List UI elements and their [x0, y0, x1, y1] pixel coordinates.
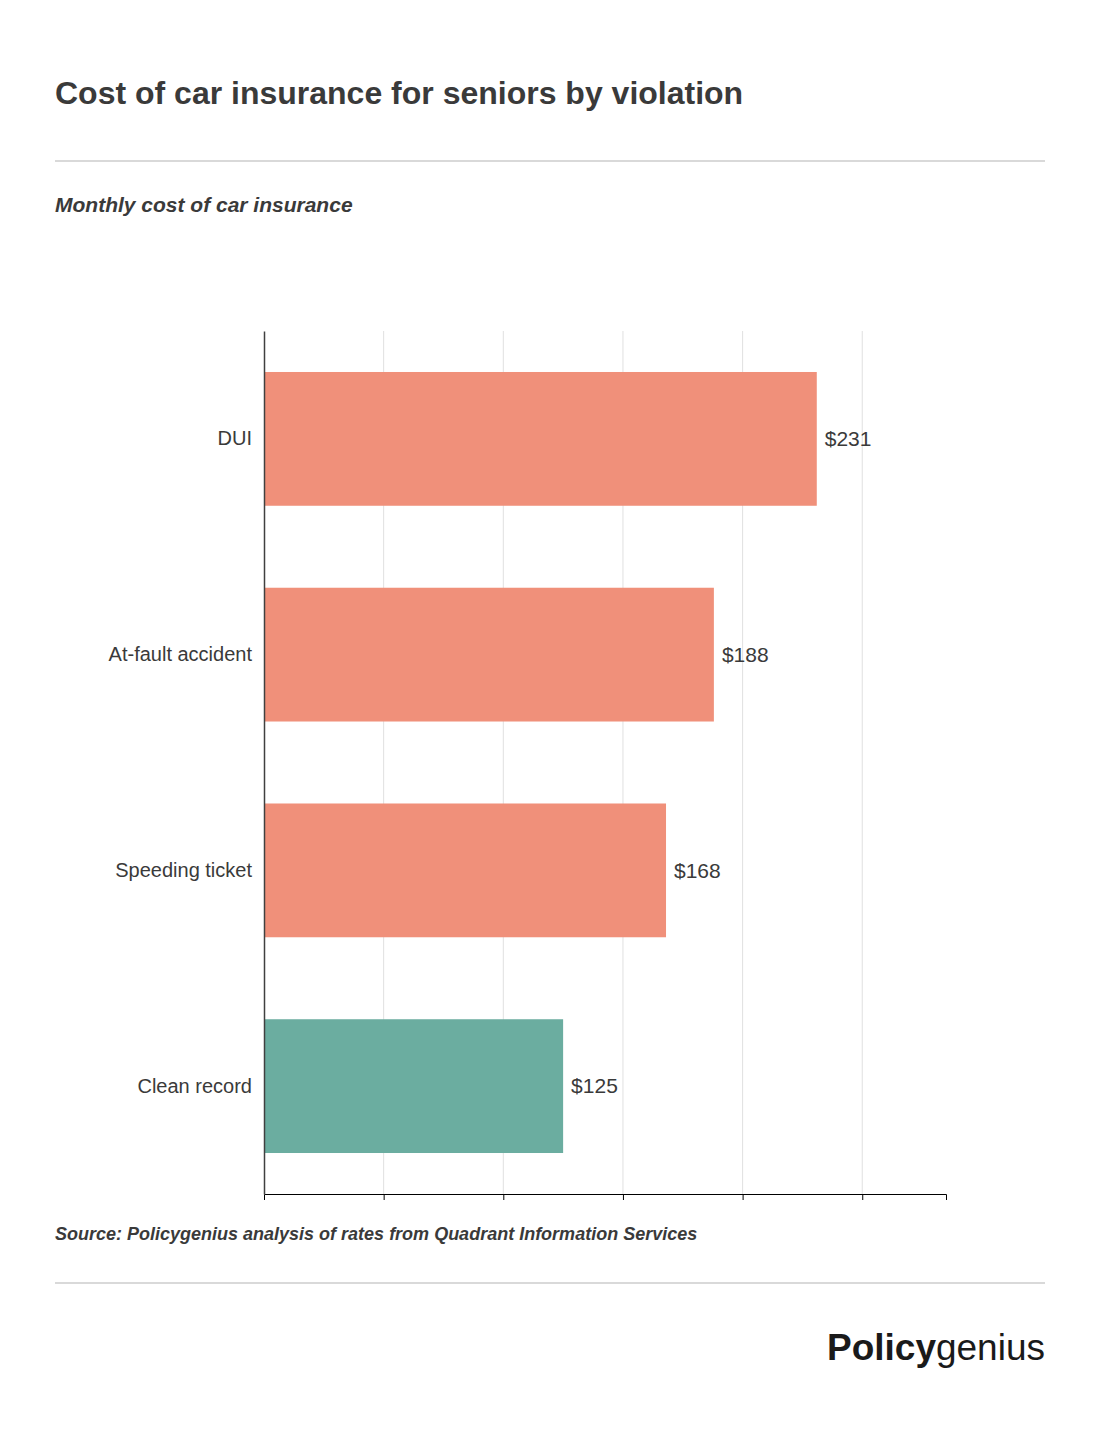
- x-tick: [743, 1194, 744, 1200]
- x-tick-mark: [743, 1194, 744, 1200]
- bar: [264, 1019, 563, 1153]
- data-label: $125: [571, 1074, 618, 1097]
- subtitle: Monthly cost of car insurance: [55, 193, 353, 216]
- x-tick-mark: [862, 1194, 863, 1200]
- source: Source: Policygenius analysis of rates f…: [55, 1224, 697, 1244]
- y-tick-label: DUI: [218, 427, 252, 449]
- x-axis-line: [265, 1195, 947, 1201]
- data-labels: $125 $168 $188 $231: [571, 427, 871, 1097]
- bar: [264, 803, 666, 937]
- bar: [264, 588, 714, 722]
- y-axis: Clean record Speeding ticket At-fault acci…: [109, 332, 265, 1195]
- x-axis: [265, 1194, 947, 1200]
- x-tick-mark: [503, 1194, 504, 1200]
- divider: [55, 1282, 1045, 1284]
- y-tick: DUI: [218, 427, 264, 449]
- grid-line: [862, 331, 863, 1194]
- y-tick: Clean record: [137, 1075, 264, 1097]
- data-label: $188: [722, 643, 769, 666]
- x-tick: [503, 1194, 504, 1200]
- bars: [264, 372, 817, 1153]
- x-tick: [862, 1194, 863, 1200]
- y-tick-label: At-fault accident: [109, 643, 253, 665]
- title: Cost of car insurance for seniors by vio…: [55, 75, 743, 111]
- logo-bold: Policy: [827, 1327, 936, 1368]
- data-label: $231: [825, 427, 872, 450]
- data-label: $168: [674, 859, 721, 882]
- chart: Cost of car insurance for seniors by vio…: [0, 0, 1100, 1438]
- logo-regular: genius: [936, 1327, 1045, 1368]
- x-tick-mark: [623, 1194, 624, 1200]
- y-tick: At-fault accident: [109, 643, 264, 665]
- divider: [55, 160, 1045, 162]
- y-tick-label: Speeding ticket: [115, 859, 252, 881]
- plot: Clean record Speeding ticket At-fault acci…: [109, 331, 947, 1200]
- x-tick: [384, 1194, 385, 1200]
- x-tick: [623, 1194, 624, 1200]
- bar: [264, 372, 817, 506]
- x-tick-mark: [384, 1194, 385, 1200]
- y-tick-label: Clean record: [137, 1075, 252, 1097]
- y-axis-line: [264, 332, 266, 1195]
- y-tick: Speeding ticket: [115, 859, 264, 881]
